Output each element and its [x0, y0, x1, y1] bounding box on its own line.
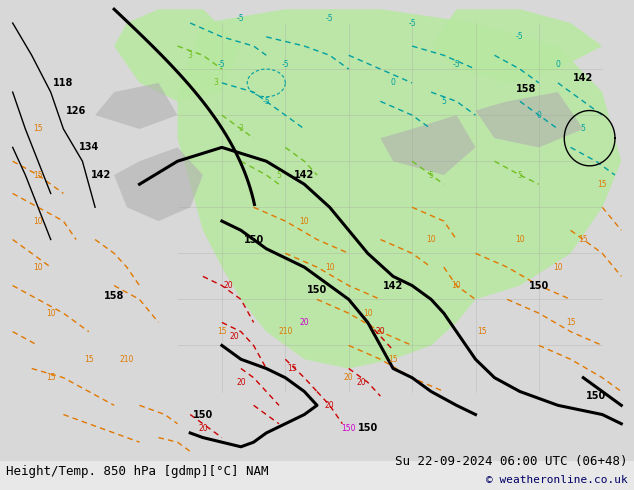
- Text: 10: 10: [363, 309, 373, 318]
- Text: 10: 10: [451, 281, 462, 290]
- Text: 15: 15: [597, 180, 607, 189]
- Text: 15: 15: [477, 327, 487, 336]
- Text: 15: 15: [566, 318, 576, 327]
- Polygon shape: [114, 147, 203, 221]
- Text: 20: 20: [344, 373, 354, 382]
- Text: 118: 118: [53, 78, 74, 88]
- Text: -5: -5: [262, 97, 270, 106]
- Text: 3: 3: [213, 78, 218, 87]
- Text: 0: 0: [536, 111, 541, 120]
- Text: 10: 10: [426, 235, 436, 244]
- Text: 5: 5: [441, 97, 446, 106]
- Polygon shape: [178, 9, 621, 368]
- Polygon shape: [95, 83, 178, 129]
- Text: 126: 126: [66, 105, 86, 116]
- Text: 20: 20: [223, 281, 233, 290]
- Text: 10: 10: [299, 217, 309, 225]
- Text: 150: 150: [307, 285, 327, 295]
- Text: 10: 10: [515, 235, 525, 244]
- Text: 158: 158: [516, 84, 536, 94]
- Text: 158: 158: [104, 292, 124, 301]
- Text: Su 22-09-2024 06:00 UTC (06+48): Su 22-09-2024 06:00 UTC (06+48): [395, 455, 628, 468]
- Text: -5: -5: [516, 32, 524, 41]
- Text: 20: 20: [375, 327, 385, 336]
- Polygon shape: [114, 9, 241, 101]
- Text: 3: 3: [188, 51, 193, 60]
- Text: 10: 10: [33, 217, 43, 225]
- Text: 142: 142: [573, 74, 593, 83]
- Text: 15: 15: [46, 373, 56, 382]
- Polygon shape: [380, 115, 476, 175]
- Text: 15: 15: [217, 327, 227, 336]
- Text: -5: -5: [237, 14, 245, 23]
- Text: 5: 5: [276, 171, 281, 179]
- Polygon shape: [431, 9, 602, 83]
- Text: -5: -5: [326, 14, 333, 23]
- Text: 210: 210: [120, 355, 134, 364]
- Text: 20: 20: [325, 401, 335, 410]
- Text: 150: 150: [529, 281, 549, 291]
- Text: 5: 5: [429, 171, 434, 179]
- Text: 3: 3: [238, 124, 243, 133]
- Text: 0: 0: [391, 78, 396, 87]
- Text: 134: 134: [79, 143, 99, 152]
- Text: 15: 15: [33, 124, 43, 133]
- Text: 15: 15: [84, 355, 94, 364]
- Text: -5: -5: [453, 60, 460, 69]
- Text: Height/Temp. 850 hPa [gdmp][°C] NAM: Height/Temp. 850 hPa [gdmp][°C] NAM: [6, 465, 269, 478]
- Text: -5: -5: [281, 60, 289, 69]
- Text: -5: -5: [408, 19, 416, 27]
- Polygon shape: [476, 92, 583, 147]
- Text: 142: 142: [294, 170, 314, 180]
- Text: 5: 5: [517, 171, 522, 179]
- Text: 150: 150: [586, 391, 606, 401]
- Text: 20: 20: [356, 378, 366, 387]
- Text: © weatheronline.co.uk: © weatheronline.co.uk: [486, 475, 628, 485]
- Text: 150: 150: [243, 235, 264, 245]
- Text: 15: 15: [388, 355, 398, 364]
- Text: 10: 10: [553, 263, 563, 271]
- Text: -5: -5: [218, 60, 226, 69]
- Text: 20: 20: [230, 332, 240, 341]
- Text: 20: 20: [299, 318, 309, 327]
- Text: 150: 150: [193, 410, 213, 419]
- Text: 10: 10: [33, 263, 43, 271]
- Text: 0: 0: [555, 60, 560, 69]
- Text: 10: 10: [46, 309, 56, 318]
- Text: 210: 210: [278, 327, 292, 336]
- Text: 150: 150: [342, 424, 356, 433]
- Text: 15: 15: [33, 171, 43, 179]
- Text: 142: 142: [383, 281, 403, 291]
- Text: 150: 150: [358, 423, 378, 433]
- Text: 10: 10: [325, 263, 335, 271]
- FancyBboxPatch shape: [0, 0, 634, 461]
- Text: 20: 20: [236, 378, 246, 387]
- Text: 15: 15: [287, 364, 297, 373]
- Text: 5: 5: [581, 124, 586, 133]
- Text: 142: 142: [91, 170, 112, 180]
- Text: 20: 20: [198, 424, 208, 433]
- Text: 15: 15: [578, 235, 588, 244]
